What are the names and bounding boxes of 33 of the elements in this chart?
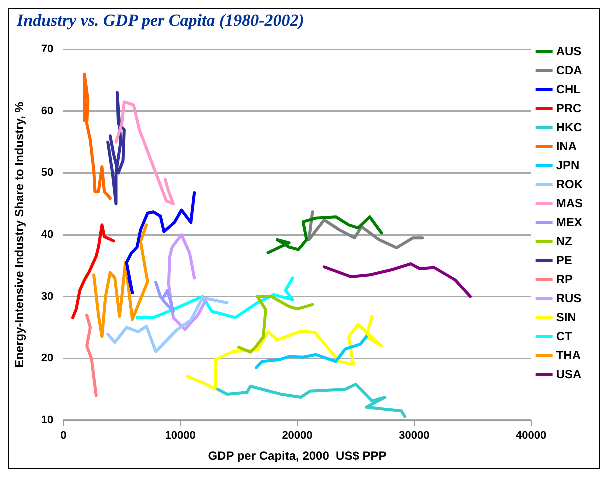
x-tick-label: 40000 bbox=[516, 430, 547, 442]
legend-label: PRC bbox=[556, 101, 582, 116]
x-tick-label: 10000 bbox=[165, 430, 196, 442]
legend-label: JPN bbox=[556, 158, 580, 172]
legend-label: THA bbox=[556, 348, 582, 362]
legend-label: RP bbox=[556, 272, 574, 286]
y-tick-label: 50 bbox=[41, 167, 54, 180]
x-tick-label: 0 bbox=[60, 430, 67, 442]
legend-label: RUS bbox=[556, 291, 582, 306]
legend-label: HKC bbox=[556, 120, 583, 134]
y-axis-title: Energy-Intensive Industry Share to Industry, % bbox=[12, 102, 27, 368]
legend-label: CHL bbox=[556, 82, 582, 96]
x-tick-label: 20000 bbox=[282, 430, 313, 442]
legend-label: INA bbox=[556, 139, 578, 154]
legend-label: MEX bbox=[556, 215, 582, 230]
legend-label: AUS bbox=[556, 44, 582, 58]
legend-label: SIN bbox=[556, 310, 576, 324]
y-tick-label: 20 bbox=[41, 352, 54, 365]
x-tick-label: 30000 bbox=[399, 430, 430, 442]
chart-title: Industry vs. GDP per Capita (1980-2002) bbox=[16, 10, 306, 32]
legend-label: ROK bbox=[556, 177, 584, 192]
y-tick-label: 40 bbox=[41, 229, 54, 242]
legend-label: MAS bbox=[556, 196, 584, 210]
legend-label: NZ bbox=[556, 234, 572, 248]
legend-label: CDA bbox=[556, 63, 583, 78]
x-axis-title: GDP per Capita, 2000 US$ PPP bbox=[208, 449, 387, 464]
legend-label: USA bbox=[556, 367, 582, 382]
y-tick-label: 60 bbox=[41, 105, 54, 118]
y-tick-label: 30 bbox=[41, 290, 54, 303]
y-tick-label: 70 bbox=[41, 44, 54, 56]
y-tick-label: 10 bbox=[41, 414, 54, 426]
legend-label: PE bbox=[556, 253, 572, 268]
legend-label: CT bbox=[556, 329, 573, 344]
